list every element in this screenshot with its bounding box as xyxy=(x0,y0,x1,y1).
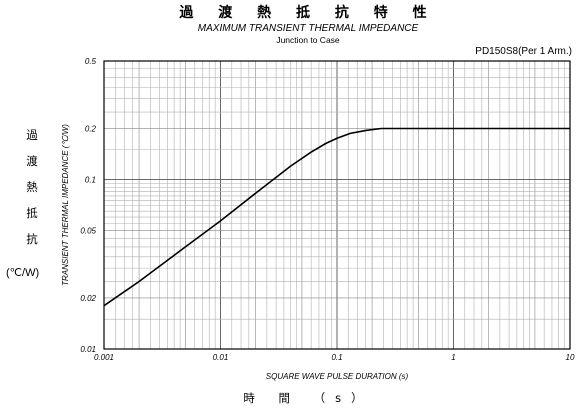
y-axis-unit-jp: (℃/W) xyxy=(6,267,40,279)
y-axis-label-jp-char: 熱 xyxy=(26,180,38,194)
y-tick-label: 0.01 xyxy=(80,345,96,354)
x-tick-label: 0.01 xyxy=(213,353,229,362)
y-tick-label: 0.1 xyxy=(85,175,96,184)
x-tick-label: 1 xyxy=(451,353,455,362)
plot-frame xyxy=(103,60,571,350)
y-axis-label-jp-char: 抵 xyxy=(26,206,38,220)
x-tick-label: 0.001 xyxy=(94,353,114,362)
y-tick-label: 0.05 xyxy=(80,227,96,236)
y-axis-label-jp-char: 渡 xyxy=(26,154,38,168)
y-tick-label: 0.02 xyxy=(80,294,96,303)
chart-subtitle: Junction to Case xyxy=(276,35,340,45)
x-tick-label: 0.1 xyxy=(331,353,342,362)
chart-title: MAXIMUM TRANSIENT THERMAL IMPEDANCE xyxy=(197,23,419,34)
y-axis-label-jp-char: 抗 xyxy=(26,232,38,246)
axes xyxy=(103,60,571,350)
x-axis-label: SQUARE WAVE PULSE DURATION (s) xyxy=(266,372,409,381)
tick-labels: 0.001 0.01 0.1 1 100.010.020.050.10.20.5 xyxy=(80,57,575,362)
series-line xyxy=(103,127,570,307)
y-axis-label: TRANSIENT THERMAL IMPEDANCE (℃/W) xyxy=(61,124,70,286)
grid-lines xyxy=(103,60,570,350)
y-axis-label-jp-char: 過 xyxy=(26,128,38,142)
x-axis-label-jp: 時 間 （s） xyxy=(243,391,373,405)
series-group xyxy=(103,127,570,307)
y-axis-label-jp: 過 渡 熱 抵 抗 xyxy=(22,122,42,252)
part-label: PD150S8(Per 1 Arm.) xyxy=(475,46,572,57)
y-tick-label: 0.5 xyxy=(85,57,97,66)
x-tick-label: 10 xyxy=(566,353,575,362)
y-tick-label: 0.2 xyxy=(85,124,97,133)
chart-title-jp: 過 渡 熱 抵 抗 特 性 xyxy=(179,5,437,21)
